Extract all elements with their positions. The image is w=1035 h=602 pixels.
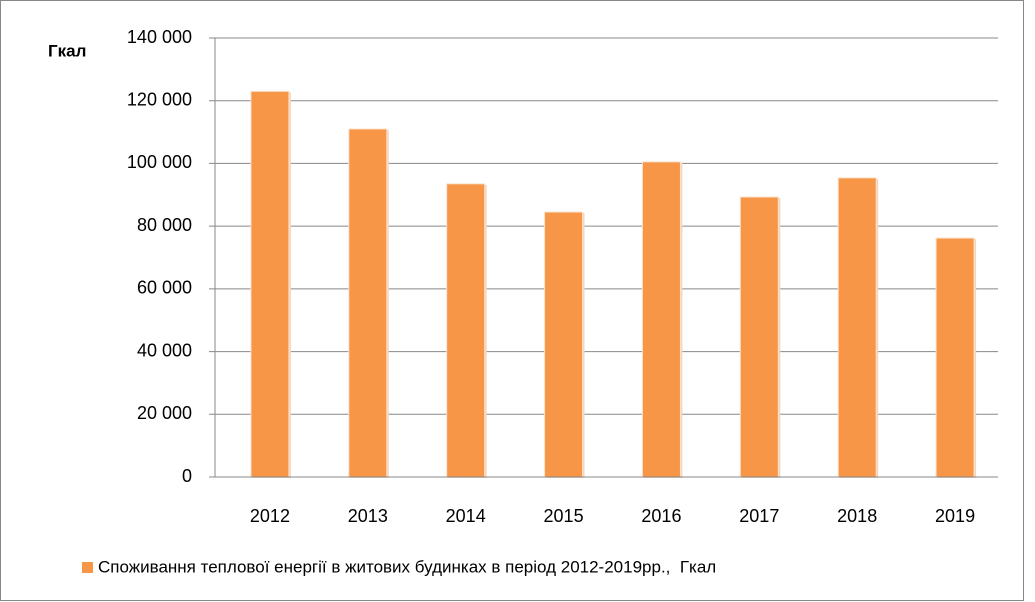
x-tick-label: 2013 [348, 506, 388, 526]
bar [641, 161, 681, 478]
y-tick-label: 100 000 [127, 152, 192, 172]
y-tick-label: 20 000 [137, 403, 192, 423]
y-axis-label: Гкал [48, 41, 86, 60]
bar [250, 90, 290, 478]
y-tick-label: 80 000 [137, 215, 192, 235]
bar [935, 237, 975, 478]
x-tick-label: 2014 [446, 506, 486, 526]
bar [544, 211, 584, 478]
x-tick-label: 2012 [250, 506, 290, 526]
y-tick-label: 140 000 [127, 27, 192, 47]
x-tick-label: 2019 [935, 506, 975, 526]
x-tick-label: 2017 [739, 506, 779, 526]
bar [446, 183, 486, 478]
x-tick-label: 2015 [544, 506, 584, 526]
y-tick-label: 60 000 [137, 278, 192, 298]
y-tick-label: 0 [182, 466, 192, 486]
legend-swatch [82, 562, 93, 573]
bar [739, 196, 779, 478]
bar [837, 177, 877, 478]
bar [348, 128, 388, 478]
x-tick-label: 2016 [641, 506, 681, 526]
y-tick-label: 120 000 [127, 89, 192, 109]
x-tick-label: 2018 [837, 506, 877, 526]
y-tick-label: 40 000 [137, 340, 192, 360]
legend-label: Споживання теплової енергії в житових бу… [98, 557, 716, 576]
